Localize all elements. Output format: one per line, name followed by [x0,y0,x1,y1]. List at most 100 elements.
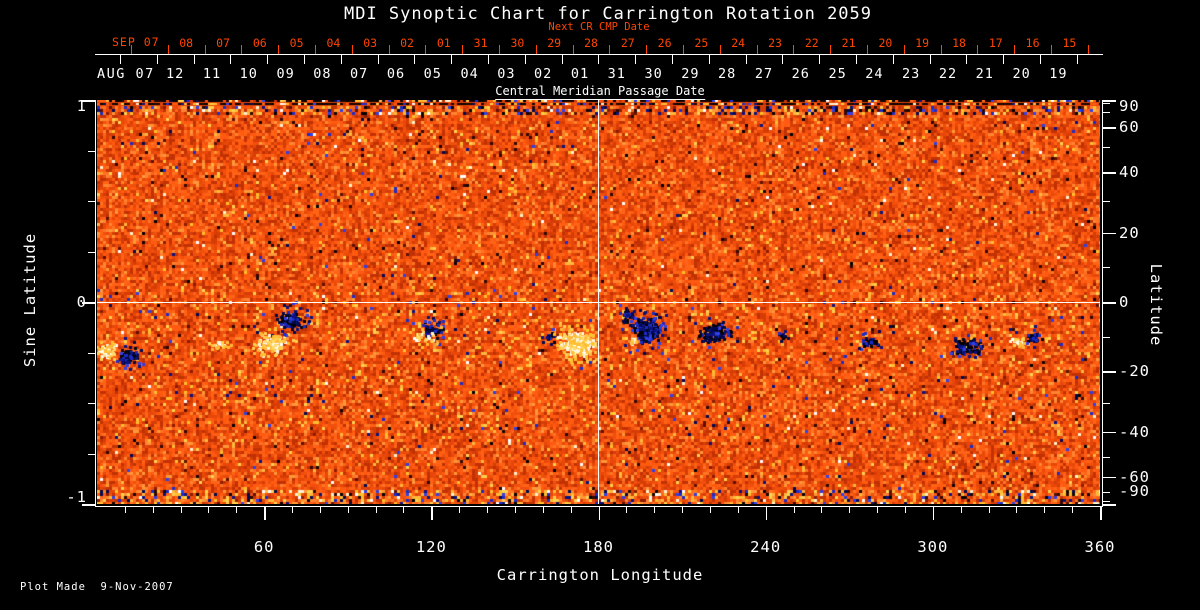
top-red-tick [315,45,316,54]
right-major-tick [1102,476,1116,479]
bottom-axis-tick-label: 180 [583,538,614,556]
right-minor-tick [1102,403,1110,404]
top-red-tick [278,45,280,54]
bottom-minor-tick [152,506,154,513]
right-axis-tick-label: -60 [1119,467,1150,486]
bottom-minor-tick [180,506,182,513]
left-minor-tick [88,251,96,253]
bottom-minor-tick [292,506,294,513]
cmp-day-label: 04 [460,66,479,82]
left-major-tick [82,100,96,102]
top-white-tick [156,54,158,64]
top-red-tick [535,45,537,54]
right-minor-tick [1102,491,1110,493]
top-red-tick [351,45,353,54]
right-minor-tick [1102,112,1110,114]
bottom-axis-title: Carrington Longitude [496,566,704,584]
next-cr-day-label: 22 [804,36,819,50]
top-white-tick [193,54,195,64]
top-red-tick [1087,45,1089,54]
bottom-minor-tick [542,506,544,513]
next-cr-day-label: 25 [694,36,709,50]
right-axis-tick-label: 90 [1119,97,1140,115]
top-red-tick [646,45,648,54]
top-white-tick [304,54,305,64]
top-red-tick [462,45,464,54]
top-white-tick [524,54,526,64]
cmp-day-label: 21 [975,66,994,82]
cmp-day-label: 20 [1012,66,1031,82]
cmp-day-label: 01 [570,66,590,82]
right-minor-tick [1102,103,1110,105]
bottom-minor-tick [347,506,349,513]
top-red-tick [793,45,795,54]
white-month-label: AUG 07 [97,66,155,82]
top-red-tick [719,45,721,54]
top-white-tick [267,54,269,64]
right-axis-tick-label: -40 [1119,422,1150,441]
top-white-tick [745,54,747,64]
next-cr-day-label: 26 [657,36,672,50]
top-red-tick [830,45,832,54]
next-cr-day-label: 24 [731,36,746,50]
top-white-tick [892,54,894,64]
bottom-minor-tick [514,506,516,513]
right-minor-tick [1102,500,1110,502]
bottom-axis-tick-label: 300 [917,538,949,556]
top-red-tick [204,45,206,54]
next-cr-day-label: 28 [584,36,598,50]
top-white-tick [635,54,637,64]
right-minor-tick [1102,201,1110,202]
bottom-minor-tick [904,506,906,513]
chart-title: MDI Synoptic Chart for Carrington Rotati… [343,4,873,24]
left-major-tick [82,504,96,506]
top-white-tick [120,54,121,64]
plot-made-timestamp: Plot Made 9-Nov-2007 [20,581,174,593]
right-axis-tick-label: -20 [1119,362,1150,381]
left-minor-tick [88,150,96,152]
bottom-minor-tick [1044,506,1046,513]
top-red-tick [756,45,758,54]
right-major-tick [1102,371,1116,373]
top-red-tick [131,45,132,54]
next-cr-day-label: 23 [768,36,782,50]
cmp-day-label: 30 [644,66,663,82]
top-white-tick [340,54,342,64]
cmp-day-label: 03 [497,66,516,82]
cmp-day-label: 09 [276,66,295,82]
cmp-day-label: 31 [607,66,626,82]
left-axis-title: Sine Latitude [21,232,39,368]
left-axis-line [95,100,96,507]
left-minor-tick [88,453,96,455]
right-axis-tick-label: 20 [1119,223,1140,242]
next-cr-day-label: 17 [988,36,1003,50]
top-white-tick [966,54,968,64]
bottom-minor-tick [849,506,851,513]
bottom-major-tick [932,506,935,520]
cmp-date-axis-title: Central Meridian Passage Date [495,84,705,100]
bottom-minor-tick [793,506,795,513]
bottom-minor-tick [988,506,990,513]
cmp-day-label: 05 [423,66,442,82]
top-red-tick [977,45,979,54]
bottom-minor-tick [626,506,628,513]
cmp-day-label: 06 [386,66,406,82]
top-red-tick [572,45,574,54]
left-minor-tick [88,352,96,354]
bottom-axis-tick-label: 240 [750,538,782,556]
top-white-tick [782,54,784,64]
next-cr-day-label: 04 [326,36,341,50]
top-white-tick [488,54,489,64]
cmp-day-label: 22 [938,66,958,82]
next-cr-day-label: 29 [547,36,562,50]
right-minor-tick [1102,337,1110,339]
next-cr-day-label: 05 [289,36,304,50]
right-major-tick [1102,172,1116,174]
cmp-day-label: 26 [791,66,810,82]
right-axis-tick-label: 60 [1119,118,1140,137]
left-axis-tick-label: 0 [76,293,87,311]
bottom-minor-tick [682,506,684,513]
bottom-minor-tick [1072,506,1074,513]
bottom-minor-tick [208,506,210,513]
